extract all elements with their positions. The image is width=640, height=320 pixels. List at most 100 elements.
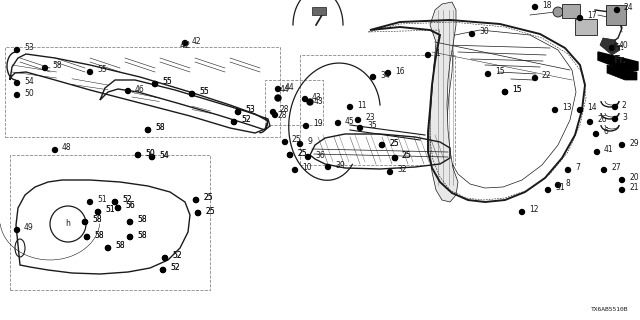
Circle shape (275, 86, 280, 92)
Circle shape (326, 164, 330, 170)
Circle shape (355, 117, 360, 123)
Circle shape (163, 255, 168, 260)
Text: 54: 54 (159, 150, 169, 159)
Circle shape (620, 142, 625, 148)
Circle shape (113, 199, 118, 204)
Text: 53: 53 (245, 106, 255, 115)
Circle shape (189, 92, 195, 97)
Text: 52: 52 (172, 252, 182, 260)
Circle shape (136, 153, 141, 157)
Circle shape (307, 99, 313, 105)
Text: 50: 50 (145, 148, 155, 157)
Text: 58: 58 (94, 230, 104, 239)
Circle shape (520, 210, 525, 214)
Text: 52: 52 (122, 196, 132, 204)
Circle shape (232, 119, 237, 124)
Text: 6: 6 (603, 127, 608, 137)
Circle shape (371, 75, 376, 79)
Circle shape (193, 197, 198, 203)
Text: 27: 27 (611, 164, 621, 172)
Circle shape (282, 140, 287, 145)
Text: 25: 25 (389, 139, 399, 148)
Text: 45: 45 (345, 116, 355, 125)
Circle shape (588, 119, 593, 124)
Circle shape (287, 153, 292, 157)
Circle shape (303, 97, 307, 101)
Circle shape (95, 210, 100, 214)
Text: h: h (65, 220, 70, 228)
Text: 25: 25 (389, 139, 399, 148)
Text: 3: 3 (622, 113, 627, 122)
Text: 52: 52 (241, 116, 251, 124)
Circle shape (392, 156, 397, 161)
Circle shape (545, 188, 550, 193)
Circle shape (195, 211, 200, 215)
Circle shape (532, 76, 538, 81)
Text: 18: 18 (542, 1, 552, 10)
Text: 51: 51 (105, 205, 115, 214)
Text: Fr.: Fr. (612, 44, 624, 52)
Text: 52: 52 (170, 263, 180, 273)
Text: 20: 20 (629, 173, 639, 182)
Text: 25: 25 (402, 151, 412, 161)
Text: 58: 58 (137, 215, 147, 225)
Text: 58: 58 (137, 230, 147, 239)
Text: 43: 43 (312, 92, 322, 101)
Text: 58: 58 (115, 242, 125, 251)
Circle shape (52, 148, 58, 153)
Circle shape (163, 255, 168, 260)
Circle shape (125, 89, 131, 93)
Circle shape (392, 156, 397, 161)
Circle shape (566, 167, 570, 172)
Circle shape (232, 119, 237, 124)
Text: 31: 31 (555, 183, 564, 193)
Circle shape (150, 155, 154, 159)
Text: 54: 54 (24, 76, 34, 85)
Circle shape (577, 108, 582, 113)
Circle shape (152, 82, 157, 86)
Text: 26: 26 (597, 116, 607, 124)
Circle shape (136, 153, 141, 157)
Text: 52: 52 (241, 116, 251, 124)
Text: 9: 9 (307, 138, 312, 147)
Text: 52: 52 (170, 263, 180, 273)
Text: 25: 25 (203, 194, 212, 203)
Circle shape (470, 31, 474, 36)
Circle shape (106, 245, 111, 251)
Circle shape (426, 52, 431, 58)
Circle shape (106, 245, 111, 251)
Text: 41: 41 (604, 146, 614, 155)
Circle shape (193, 197, 198, 203)
Circle shape (15, 92, 19, 98)
Circle shape (88, 199, 93, 204)
Text: 25: 25 (205, 206, 214, 215)
Circle shape (287, 153, 292, 157)
Text: 39: 39 (335, 161, 345, 170)
Circle shape (88, 69, 93, 75)
Text: 25: 25 (203, 194, 212, 203)
Text: 56: 56 (125, 202, 135, 211)
Circle shape (612, 105, 618, 109)
Text: 53: 53 (245, 106, 255, 115)
Text: 55: 55 (162, 77, 172, 86)
Circle shape (502, 90, 508, 94)
Circle shape (275, 95, 281, 101)
Text: 10: 10 (302, 164, 312, 172)
Text: 32: 32 (397, 165, 406, 174)
Circle shape (556, 182, 561, 188)
Circle shape (273, 113, 278, 117)
Circle shape (620, 178, 625, 182)
Text: 28: 28 (280, 106, 289, 115)
Circle shape (348, 105, 353, 109)
Text: 44: 44 (280, 85, 290, 94)
Polygon shape (600, 38, 620, 55)
Text: 50: 50 (24, 89, 34, 98)
Text: 58: 58 (52, 61, 61, 70)
Text: 8: 8 (565, 179, 570, 188)
Circle shape (532, 4, 538, 10)
Text: 58: 58 (92, 215, 102, 225)
Text: 28: 28 (277, 110, 287, 119)
Text: 11: 11 (357, 100, 367, 109)
Circle shape (83, 220, 88, 225)
Circle shape (15, 228, 19, 233)
